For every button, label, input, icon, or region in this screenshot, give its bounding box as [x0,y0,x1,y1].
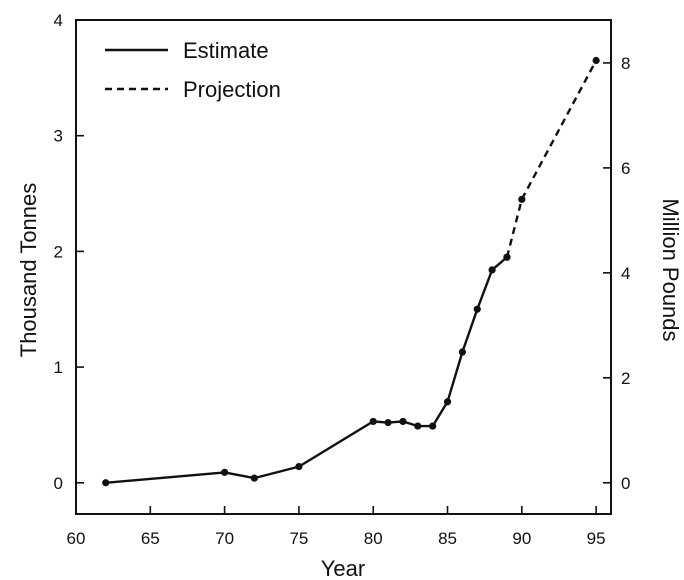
data-point-estimate [488,266,496,274]
y-axis-title: Thousand Tonnes [16,183,41,358]
data-point-estimate [250,474,258,482]
data-point-estimate [295,462,303,471]
x-tick-label: 85 [438,529,457,548]
x-tick-label: 60 [67,529,86,548]
x-tick-label: 95 [587,529,606,548]
series-line-projection [505,59,598,258]
legend-label-estimate: Estimate [183,38,269,63]
y-tick-label: 3 [54,127,63,146]
legend-label-projection: Projection [183,77,281,102]
series-line-estimate [105,256,508,484]
data-point-estimate [429,422,437,430]
y-tick-label: 2 [54,242,63,261]
data-point-estimate [221,468,229,476]
data-point-projection [518,195,526,203]
y2-tick-label: 0 [621,474,630,493]
data-point-estimate [473,305,481,313]
x-tick-label: 70 [215,529,234,548]
data-point-estimate [458,348,466,356]
data-point-estimate [443,398,452,406]
data-point-estimate [369,417,377,426]
data-point-estimate [384,419,392,427]
data-point-projection [503,253,511,261]
data-point-estimate [414,422,422,430]
y2-axis-ticks: 0 2 4 6 8 [603,54,630,493]
series-layer [102,56,600,487]
x-axis-ticks: 60 65 70 75 80 85 90 95 [67,506,606,548]
x-axis-title: Year [321,556,365,580]
x-tick-label: 90 [512,529,531,548]
y2-axis-title: Million Pounds [658,198,683,341]
y2-tick-label: 6 [621,159,630,178]
x-tick-label: 75 [289,529,308,548]
data-point-estimate [102,479,110,487]
plot-frame [75,19,612,515]
data-point-estimate [399,417,407,426]
data-point-projection [592,56,600,65]
y2-tick-label: 8 [621,54,630,73]
y-tick-label: 1 [54,358,63,377]
legend: Estimate Projection [105,38,281,102]
y-axis-ticks: 0 1 2 3 4 [54,11,84,493]
y2-tick-label: 4 [621,264,630,283]
y2-tick-label: 2 [621,369,630,388]
x-tick-label: 80 [364,529,383,548]
x-tick-label: 65 [141,529,160,548]
y-tick-label: 4 [54,11,63,30]
y-tick-label: 0 [54,474,63,493]
